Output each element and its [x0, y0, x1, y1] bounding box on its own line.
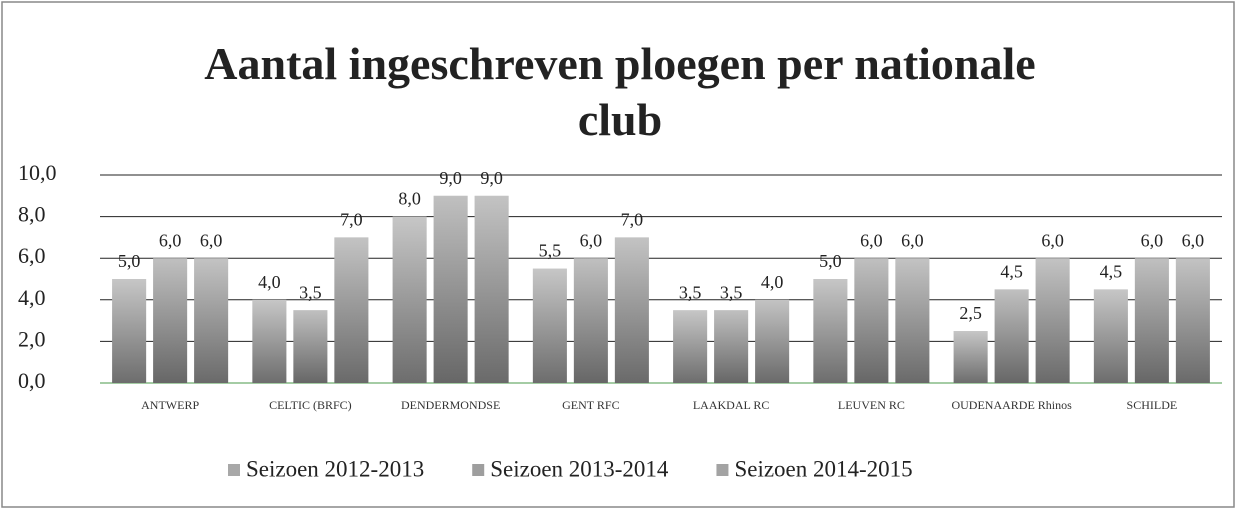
bar-shade [953, 331, 988, 383]
bar-shade [1093, 289, 1128, 383]
y-tick-label: 10,0 [18, 160, 57, 185]
legend-swatch [716, 464, 729, 476]
value-label: 3,5 [679, 282, 702, 302]
bar-shade [153, 258, 188, 383]
x-tick-label: DENDERMONDSE [400, 398, 501, 412]
y-tick-label: 0,0 [18, 368, 46, 393]
value-label: 5,0 [118, 251, 141, 271]
x-tick-label: SCHILDE [1126, 398, 1178, 412]
bar-shade [194, 258, 229, 383]
bar-shade [673, 310, 708, 383]
value-label: 6,0 [1141, 230, 1164, 250]
x-tick-label: LAAKDAL RC [692, 398, 770, 412]
bar-shade [854, 258, 889, 383]
value-label: 3,5 [720, 282, 743, 302]
bar-shade [334, 237, 369, 383]
legend-swatch [472, 464, 485, 476]
value-label: 5,5 [539, 241, 562, 261]
bar-shade [614, 237, 649, 383]
y-tick-label: 4,0 [18, 285, 46, 310]
x-tick-label: GENT RFC [562, 398, 620, 412]
bar-shade [714, 310, 749, 383]
bar-shade [813, 279, 848, 383]
chart-title: Aantal ingeschreven ploegen per national… [204, 38, 1035, 145]
value-label: 7,0 [621, 210, 644, 230]
value-label: 6,0 [860, 230, 883, 250]
bar-shade [1035, 258, 1070, 383]
x-tick-label: LEUVEN RC [837, 398, 905, 412]
bar-shade [895, 258, 930, 383]
bar-shade [474, 195, 509, 383]
legend-label: Seizoen 2013-2014 [490, 456, 669, 481]
bar-shade [112, 279, 147, 383]
y-tick-label: 6,0 [18, 243, 46, 268]
y-tick-label: 8,0 [18, 202, 46, 227]
bar-shade [392, 216, 427, 383]
bar-shade [573, 258, 608, 383]
legend-swatch [228, 464, 240, 476]
bar-shade [433, 195, 468, 383]
x-tick-label: ANTWERP [141, 398, 200, 412]
bar-shade [755, 299, 790, 383]
bar-shade [994, 289, 1029, 383]
x-tick-label: CELTIC (BRFC) [269, 398, 352, 412]
value-label: 3,5 [299, 282, 322, 302]
value-label: 6,0 [1041, 230, 1064, 250]
legend-label: Seizoen 2012-2013 [246, 456, 424, 481]
bar-shade [1134, 258, 1169, 383]
value-label: 6,0 [200, 230, 223, 250]
x-tick-label: OUDENAARDE Rhinos [951, 398, 1072, 412]
bar-shade [532, 268, 567, 383]
value-label: 2,5 [959, 303, 982, 323]
bar-shade [252, 299, 287, 383]
value-label: 6,0 [1182, 230, 1205, 250]
bar-shade [293, 310, 328, 383]
value-label: 6,0 [159, 230, 182, 250]
value-label: 9,0 [439, 168, 462, 188]
value-label: 4,0 [761, 272, 784, 292]
value-label: 6,0 [580, 230, 603, 250]
value-label: 4,5 [1000, 262, 1023, 282]
value-label: 6,0 [901, 230, 924, 250]
value-label: 7,0 [340, 210, 363, 230]
value-label: 9,0 [480, 168, 503, 188]
value-label: 8,0 [398, 189, 421, 209]
bar-shade [1175, 258, 1210, 383]
value-label: 4,0 [258, 272, 281, 292]
value-label: 5,0 [819, 251, 842, 271]
legend-label: Seizoen 2014-2015 [734, 456, 912, 481]
y-tick-label: 2,0 [18, 326, 46, 351]
value-label: 4,5 [1100, 262, 1123, 282]
